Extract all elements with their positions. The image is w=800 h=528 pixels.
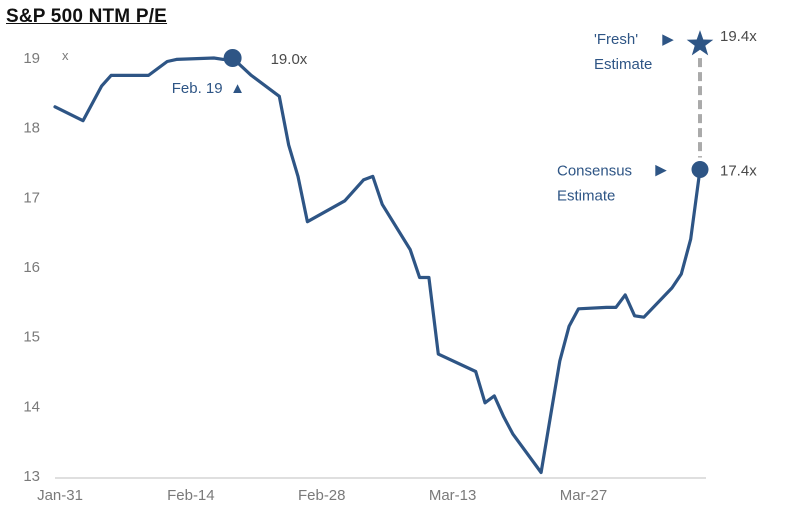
y-tick-label: 18	[23, 120, 40, 137]
y-tick-label: 15	[23, 329, 40, 346]
x-tick-label: Feb-14	[167, 487, 215, 504]
fresh-estimate-star	[686, 30, 714, 56]
peak-point	[223, 49, 242, 67]
y-tick-label: 17	[23, 189, 40, 206]
consensus-label-line2: Estimate	[557, 187, 615, 204]
consensus-label-line1: Consensus	[557, 162, 632, 179]
peak-date-label: Feb. 19	[172, 80, 223, 97]
series-line	[53, 56, 702, 475]
consensus-value-label: 17.4x	[720, 162, 757, 179]
consensus-point	[691, 160, 709, 178]
fresh-arrow: ▶	[662, 31, 674, 48]
x-tick-label: Jan-31	[37, 487, 83, 504]
y-tick-label: 19	[23, 50, 40, 67]
plot-area	[53, 56, 702, 475]
fresh-label-line1: 'Fresh'	[594, 31, 638, 48]
y-tick-label: 13	[23, 468, 40, 485]
peak-arrow: ▲	[230, 80, 245, 97]
x-tick-label: Mar-27	[560, 487, 608, 504]
y-tick-label: 16	[23, 259, 40, 276]
y-tick-label: 14	[23, 398, 40, 415]
chart-title: S&P 500 NTM P/E	[6, 6, 168, 27]
x-axis: Jan-31 Feb-14 Feb-28 Mar-13 Mar-27	[37, 477, 706, 504]
y-unit-label: x	[62, 48, 69, 63]
peak-value-label: 19.0x	[271, 51, 308, 68]
y-axis: 13 14 15 16 17 18 19 x	[23, 48, 69, 485]
fresh-value-label: 19.4x	[720, 28, 757, 45]
x-tick-label: Mar-13	[429, 487, 477, 504]
annotations: 19.0x Feb. 19 ▲ 17.4x Consensus Estimate ▶ 19.4…	[172, 28, 757, 204]
fresh-label-line2: Estimate	[594, 56, 652, 73]
x-tick-label: Feb-28	[298, 487, 346, 504]
consensus-arrow: ▶	[655, 161, 667, 178]
